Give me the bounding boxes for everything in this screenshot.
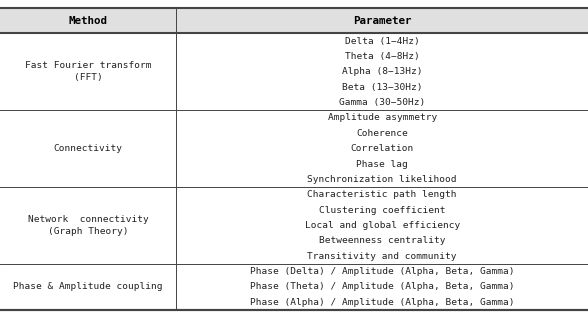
Text: Parameter: Parameter: [353, 16, 412, 26]
Text: Beta (13−30Hz): Beta (13−30Hz): [342, 83, 422, 92]
Text: Amplitude asymmetry: Amplitude asymmetry: [328, 114, 437, 122]
Text: Phase & Amplitude coupling: Phase & Amplitude coupling: [14, 282, 163, 292]
Text: Alpha (8−13Hz): Alpha (8−13Hz): [342, 67, 422, 76]
Text: Delta (1−4Hz): Delta (1−4Hz): [345, 37, 420, 45]
Text: Local and global efficiency: Local and global efficiency: [305, 221, 460, 230]
Text: Transitivity and community: Transitivity and community: [308, 252, 457, 261]
Text: Phase lag: Phase lag: [356, 160, 408, 169]
Text: Connectivity: Connectivity: [54, 144, 123, 153]
Text: Coherence: Coherence: [356, 129, 408, 138]
Text: Network  connectivity
(Graph Theory): Network connectivity (Graph Theory): [28, 215, 149, 236]
Text: Theta (4−8Hz): Theta (4−8Hz): [345, 52, 420, 61]
Text: Characteristic path length: Characteristic path length: [308, 190, 457, 199]
Text: Correlation: Correlation: [350, 144, 414, 153]
Text: Synchronization likelihood: Synchronization likelihood: [308, 175, 457, 184]
Text: Gamma (30−50Hz): Gamma (30−50Hz): [339, 98, 425, 107]
Text: Phase (Theta) / Amplitude (Alpha, Beta, Gamma): Phase (Theta) / Amplitude (Alpha, Beta, …: [250, 282, 514, 292]
Text: Fast Fourier transform
(FFT): Fast Fourier transform (FFT): [25, 61, 152, 82]
Bar: [0, 8, 588, 33]
Text: Phase (Delta) / Amplitude (Alpha, Beta, Gamma): Phase (Delta) / Amplitude (Alpha, Beta, …: [250, 267, 514, 276]
Text: Clustering coefficient: Clustering coefficient: [319, 206, 446, 215]
Text: Phase (Alpha) / Amplitude (Alpha, Beta, Gamma): Phase (Alpha) / Amplitude (Alpha, Beta, …: [250, 298, 514, 307]
Text: Method: Method: [69, 16, 108, 26]
Text: Betweenness centrality: Betweenness centrality: [319, 236, 446, 245]
